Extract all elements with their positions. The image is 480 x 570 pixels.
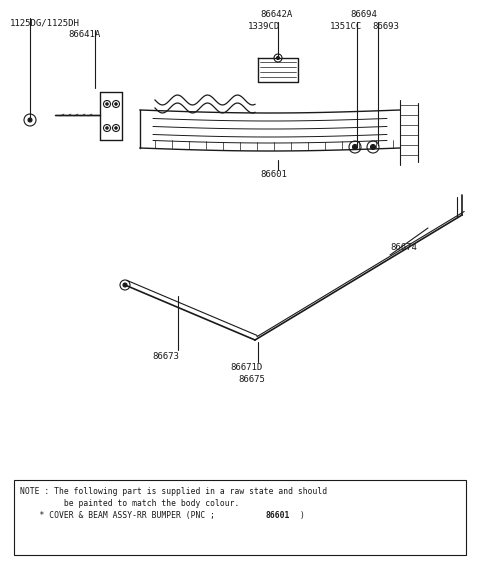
Text: be painted to match the body colour.: be painted to match the body colour. [20,499,240,508]
Circle shape [106,127,108,129]
Text: 86675: 86675 [238,375,265,384]
Circle shape [276,56,279,59]
Text: NOTE : The following part is supplied in a raw state and should: NOTE : The following part is supplied in… [20,487,327,496]
Text: 86694: 86694 [350,10,377,19]
Circle shape [115,103,117,105]
Circle shape [28,118,32,122]
Text: 86671D: 86671D [230,363,262,372]
Circle shape [123,283,127,287]
Text: 86642A: 86642A [260,10,292,19]
Circle shape [352,145,358,149]
Text: 1125DG/1125DH: 1125DG/1125DH [10,18,80,27]
Circle shape [371,145,375,149]
Text: 1351CC: 1351CC [330,22,362,31]
Circle shape [115,127,117,129]
Text: 86601: 86601 [260,170,287,179]
Text: 86674: 86674 [390,243,417,252]
Text: 86641A: 86641A [68,30,100,39]
Text: 86601: 86601 [266,511,290,520]
Text: * COVER & BEAM ASSY-RR BUMPER (PNC ;: * COVER & BEAM ASSY-RR BUMPER (PNC ; [20,511,220,520]
Text: 1339CD: 1339CD [248,22,280,31]
Text: 86673: 86673 [152,352,179,361]
Text: ): ) [300,511,305,520]
Text: 86693: 86693 [372,22,399,31]
Circle shape [106,103,108,105]
